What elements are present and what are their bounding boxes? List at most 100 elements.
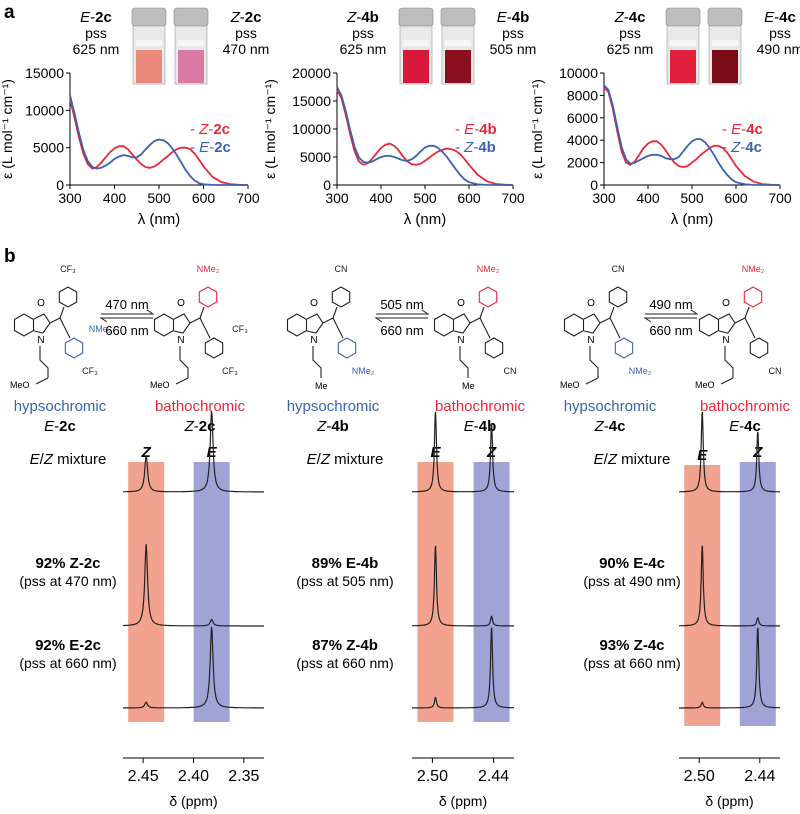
- x-tick-label: 500: [147, 190, 171, 206]
- band-label: Z: [141, 444, 152, 461]
- lower-aryl-ring: [204, 337, 224, 359]
- trace-label-part: Z: [607, 451, 618, 468]
- substituent-label: NMe₂: [352, 366, 375, 376]
- cuvette-2-line2: pss: [235, 25, 257, 41]
- cuvette-solution: [403, 50, 429, 83]
- upper-aryl-bond: [479, 306, 485, 319]
- trace-label-part: Z: [320, 451, 331, 468]
- y-tick-label: 10000: [559, 65, 598, 81]
- isomer-letter: E: [764, 9, 775, 26]
- cuvette-solution: [712, 50, 738, 83]
- hyphen: -: [624, 9, 629, 26]
- legend-entry-2: - E-2c: [190, 139, 231, 156]
- lower-aryl-ring: [337, 337, 357, 359]
- alkene-bond: [734, 317, 746, 324]
- cuvette-1-line3: 625 nm: [340, 41, 387, 57]
- compound-number: 4c: [629, 9, 646, 26]
- isomer-letter: E: [497, 9, 508, 26]
- nmr-trace-2: [412, 545, 515, 627]
- isomer-letter: Z: [346, 9, 357, 26]
- alkene-bond: [49, 317, 61, 324]
- series-Z-4b: [336, 86, 513, 186]
- upper-aryl-bond: [332, 306, 338, 319]
- five-ring: [306, 313, 324, 334]
- x-tick-label: 2.35: [228, 768, 259, 785]
- alkene-bond: [322, 317, 334, 324]
- lower-aryl-ring: [614, 337, 634, 359]
- trace-label-part: mixture: [53, 451, 106, 468]
- series-E-2c: [69, 95, 248, 186]
- trace-label-part: Z: [43, 451, 54, 468]
- n-chain: [459, 346, 469, 378]
- upper-aryl-ring: [331, 286, 351, 308]
- isomer-letter: Z: [463, 139, 474, 156]
- forward-wavelength: 470 nm: [105, 297, 148, 312]
- five-ring: [173, 313, 191, 334]
- legend-entry-1: - Z-2c: [190, 121, 230, 138]
- trace-label-part: mixture: [617, 451, 670, 468]
- cuvette-1: [665, 7, 701, 85]
- structure-Z-4b: O N Me CN NMe₂ hypsochromic Z-4b: [287, 264, 380, 435]
- x-tick-label: 700: [768, 190, 792, 206]
- isomer-letter: E: [464, 418, 475, 435]
- nmr-trace-3: [412, 627, 515, 709]
- isomer-letter: E: [731, 121, 742, 138]
- hyphen: -: [739, 418, 744, 435]
- isomer-letter: E: [729, 418, 740, 435]
- trace-label-bold: 92% Z-2c: [35, 555, 100, 572]
- hyphen: -: [474, 121, 479, 138]
- compound-label: Z-4c: [594, 418, 626, 435]
- compound-number: 4b: [478, 139, 496, 156]
- cuvette-2-line2: pss: [769, 25, 791, 41]
- upper-aryl-ring: [743, 286, 763, 308]
- isomer-letter: E: [44, 418, 55, 435]
- x-tick-label: 400: [103, 190, 127, 206]
- legend-dash: -: [190, 139, 199, 156]
- band-label: Z: [486, 444, 497, 461]
- cuvette-1-compound: E-2c: [80, 9, 112, 26]
- chromic-class-label: bathochromic: [700, 398, 791, 415]
- cuvette-solution: [178, 50, 204, 83]
- hyphen: -: [194, 418, 199, 435]
- chromic-class-label: hypsochromic: [287, 398, 380, 415]
- series-Z-4c: [603, 84, 780, 186]
- forward-arrow: [376, 309, 430, 315]
- x-tick-label: 600: [457, 190, 481, 206]
- lower-aryl-ring: [484, 337, 504, 359]
- substituent-label: CN: [612, 264, 625, 274]
- substituent-label: CN: [769, 366, 782, 376]
- trace-label-bold: 92% E-2c: [35, 637, 101, 654]
- hyphen: -: [90, 9, 95, 26]
- cuvette-cap: [131, 7, 167, 27]
- benzo-ring: [286, 313, 308, 337]
- isomer-letter: Z: [198, 121, 209, 138]
- cuvette-label-strip: [670, 40, 696, 46]
- x-axis-label: δ (ppm): [169, 793, 217, 809]
- cuvette-label-strip: [178, 40, 204, 46]
- chromic-class-label: hypsochromic: [564, 398, 657, 415]
- x-axis-label: λ (nm): [138, 211, 181, 228]
- trace-label: E/Z mixture: [30, 451, 107, 468]
- compound-number: 2c: [214, 139, 231, 156]
- lower-aryl-bond: [199, 317, 211, 339]
- band-label: E: [430, 444, 441, 461]
- benzo-ring: [698, 313, 720, 337]
- legend-entry-1: - E-4b: [455, 121, 497, 138]
- x-axis-label: δ (ppm): [705, 793, 753, 809]
- five-ring: [453, 313, 471, 334]
- hyphen: -: [54, 418, 59, 435]
- x-tick-label: 300: [325, 190, 349, 206]
- upper-aryl-bond: [199, 306, 205, 319]
- n-chain: [724, 346, 734, 378]
- cuvette-label-strip: [403, 40, 429, 46]
- x-tick-label: 2.44: [744, 768, 775, 785]
- trace-label-sub: (pss at 660 nm): [296, 655, 393, 671]
- x-tick-label: 2.50: [684, 768, 715, 785]
- cuvette-1-compound: Z-4c: [614, 9, 646, 26]
- legend-dash: -: [722, 121, 731, 138]
- compound-number: 4b: [361, 9, 379, 26]
- upper-aryl-ring: [58, 286, 78, 308]
- x-tick-label: 700: [236, 190, 260, 206]
